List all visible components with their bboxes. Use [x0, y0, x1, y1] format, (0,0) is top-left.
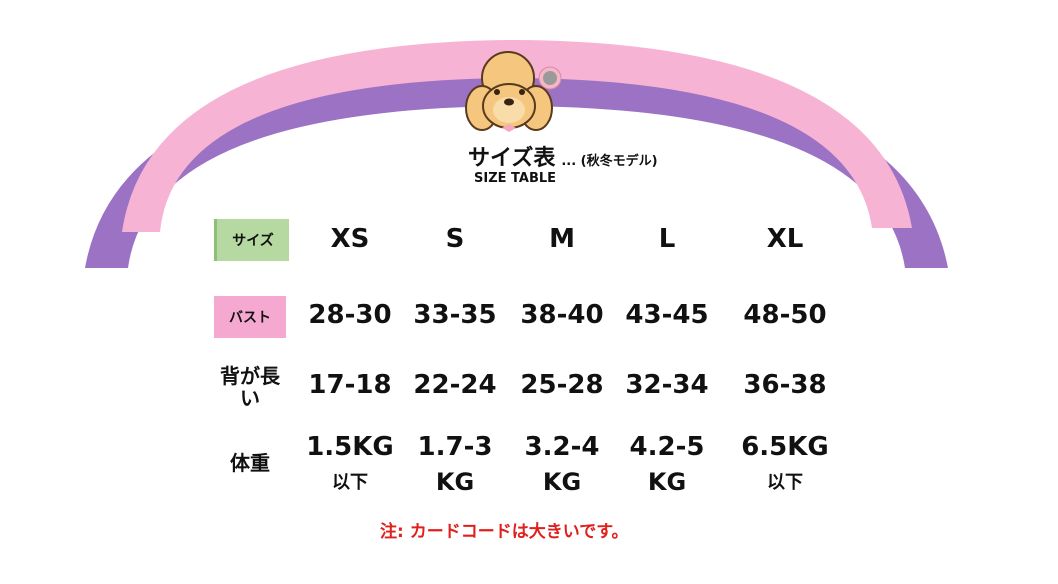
table-cell: XL [766, 224, 804, 254]
row-label-size: サイズ [214, 219, 289, 261]
table-cell: L [658, 224, 676, 254]
table-cell: 28-30 [308, 300, 392, 330]
page-subtitle: SIZE TABLE [474, 171, 557, 186]
weight-line1: 3.2-4 [524, 432, 600, 462]
table-cell: 1.7-3 KG [400, 432, 510, 496]
row-label-weight: 体重 [230, 450, 270, 475]
table-cell: 4.2-5 KG [612, 432, 722, 496]
weight-line1: 4.2-5 [629, 432, 705, 462]
table-cell: 17-18 [308, 370, 392, 400]
table-cell: XS [330, 224, 370, 254]
row-label-bust: バスト [214, 296, 286, 338]
table-cell: 33-35 [413, 300, 497, 330]
table-cell: 1.5KG 以下 [295, 432, 405, 494]
table-cell: 36-38 [743, 370, 827, 400]
weight-line1: 1.7-3 [417, 432, 493, 462]
table-cell: 22-24 [413, 370, 497, 400]
poodle-mascot-icon [465, 51, 562, 132]
table-cell: 3.2-4 KG [507, 432, 617, 496]
weight-line2: 以下 [332, 472, 368, 493]
table-cell: 6.5KG 以下 [730, 432, 840, 494]
purple-arch [85, 68, 948, 268]
table-cell: M [549, 224, 575, 254]
table-cell: 38-40 [520, 300, 604, 330]
size-note: 注: カードコードは大きいです。 [380, 522, 629, 542]
table-cell: 32-34 [625, 370, 709, 400]
title-text: サイズ表 [468, 146, 556, 171]
weight-line1: 1.5KG [306, 432, 394, 462]
weight-line2: KG [435, 468, 475, 496]
weight-line2: KG [542, 468, 582, 496]
weight-line2: KG [647, 468, 687, 496]
weight-line2: 以下 [767, 472, 803, 493]
table-cell: S [445, 224, 465, 254]
weight-line1: 6.5KG [741, 432, 829, 462]
title-suffix: ... (秋冬モデル) [561, 154, 658, 169]
page-title: サイズ表 ... (秋冬モデル) [468, 140, 658, 172]
table-cell: 48-50 [743, 300, 827, 330]
pink-arch [122, 40, 912, 232]
table-cell: 25-28 [520, 370, 604, 400]
row-label-back-length: 背が長い [220, 364, 280, 410]
table-cell: 43-45 [625, 300, 709, 330]
